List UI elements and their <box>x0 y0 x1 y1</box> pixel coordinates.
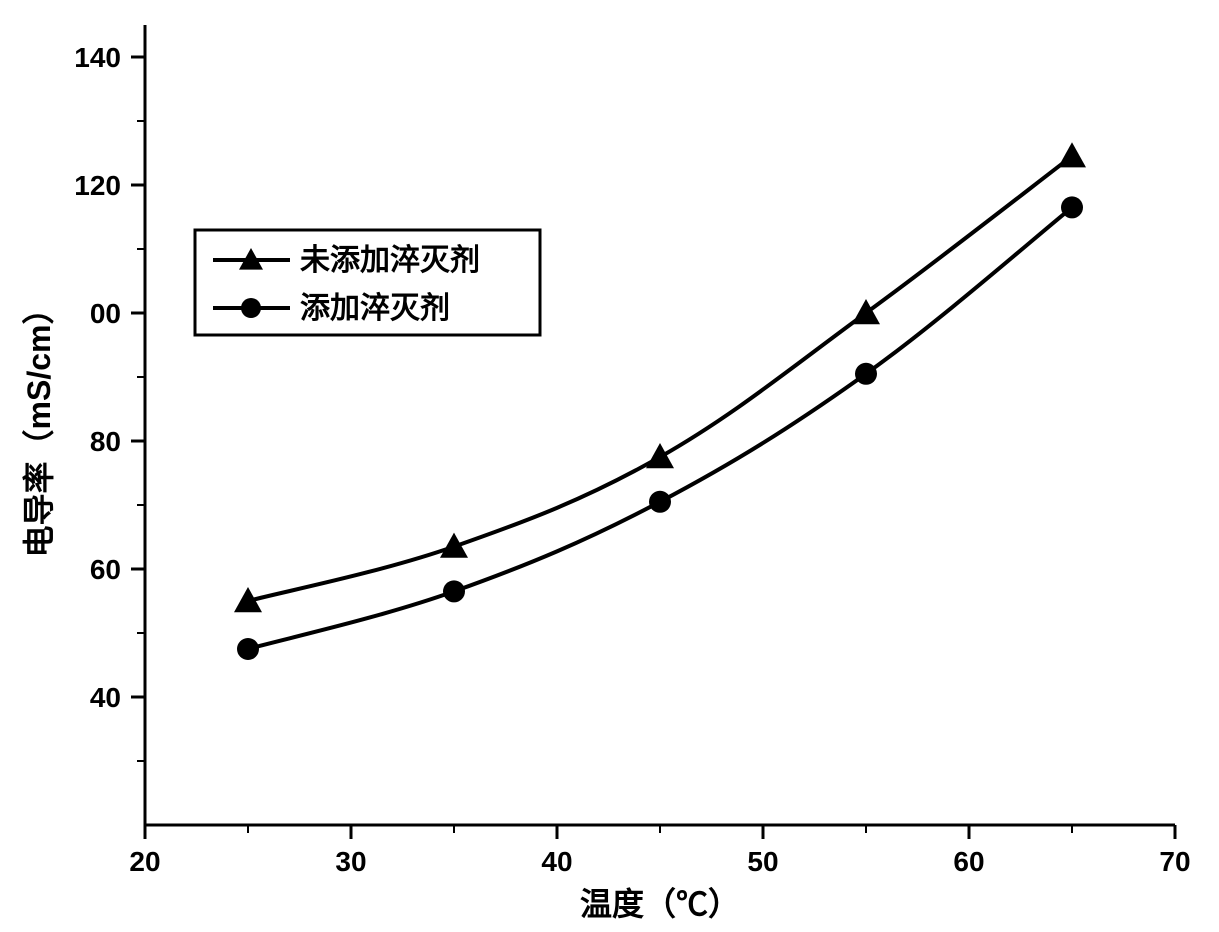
y-tick-label: 120 <box>74 170 121 201</box>
series-s1-marker <box>1058 142 1086 167</box>
series-s2-marker <box>855 363 877 385</box>
series-s1 <box>234 142 1086 612</box>
y-tick-label: 40 <box>90 682 121 713</box>
legend-sample-marker <box>241 298 261 318</box>
legend: 未添加淬灭剂添加淬灭剂 <box>195 230 540 335</box>
series-s1-marker <box>646 443 674 468</box>
x-tick-label: 40 <box>541 846 572 877</box>
x-tick-label: 70 <box>1159 846 1190 877</box>
series-s1-line <box>248 156 1072 601</box>
y-tick-label: 60 <box>90 554 121 585</box>
legend-label: 未添加淬灭剂 <box>300 243 480 277</box>
y-tick-label: 140 <box>74 42 121 73</box>
y-tick-label: 80 <box>90 426 121 457</box>
series-s2-marker <box>237 638 259 660</box>
series-s1-marker <box>852 299 880 324</box>
x-tick-label: 20 <box>129 846 160 877</box>
x-tick-label: 50 <box>747 846 778 877</box>
x-tick-label: 60 <box>953 846 984 877</box>
x-tick-label: 30 <box>335 846 366 877</box>
legend-label: 添加淬灭剂 <box>300 291 450 325</box>
series-s2-marker <box>443 580 465 602</box>
series-s2-marker <box>1061 196 1083 218</box>
series-s2-marker <box>649 491 671 513</box>
y-tick-label: 00 <box>90 298 121 329</box>
y-axis-title: 电导率（mS/cm） <box>21 293 57 558</box>
x-axis-title: 温度（℃） <box>580 886 740 922</box>
chart-svg: 20 30 40 50 60 70 温度（℃） 40 60 80 00 120 140 电导率（mS/cm… <box>0 0 1219 932</box>
chart-container: 20 30 40 50 60 70 温度（℃） 40 60 80 00 120 140 电导率（mS/cm… <box>0 0 1219 932</box>
